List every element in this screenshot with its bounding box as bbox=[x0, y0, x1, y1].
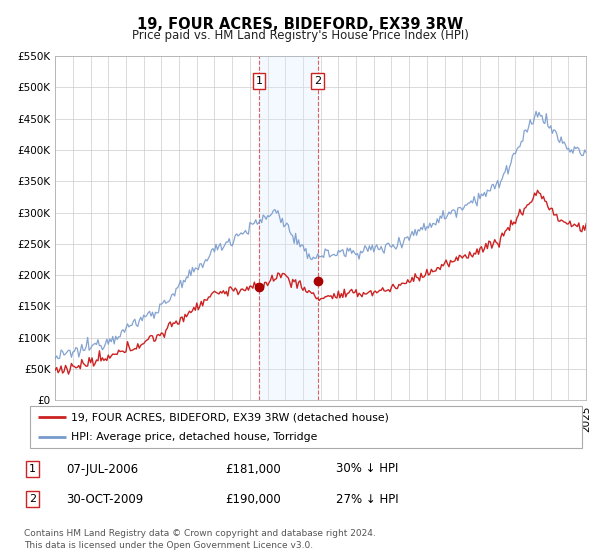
Text: 1: 1 bbox=[256, 76, 263, 86]
Text: 19, FOUR ACRES, BIDEFORD, EX39 3RW: 19, FOUR ACRES, BIDEFORD, EX39 3RW bbox=[137, 17, 463, 32]
Text: Contains HM Land Registry data © Crown copyright and database right 2024.: Contains HM Land Registry data © Crown c… bbox=[24, 529, 376, 538]
Text: 30-OCT-2009: 30-OCT-2009 bbox=[66, 493, 143, 506]
Text: 27% ↓ HPI: 27% ↓ HPI bbox=[337, 493, 399, 506]
Text: £190,000: £190,000 bbox=[225, 493, 281, 506]
FancyBboxPatch shape bbox=[30, 406, 582, 448]
Text: 2: 2 bbox=[29, 494, 36, 504]
Text: 2: 2 bbox=[314, 76, 321, 86]
Text: This data is licensed under the Open Government Licence v3.0.: This data is licensed under the Open Gov… bbox=[24, 541, 313, 550]
Text: 30% ↓ HPI: 30% ↓ HPI bbox=[337, 463, 399, 475]
Text: HPI: Average price, detached house, Torridge: HPI: Average price, detached house, Torr… bbox=[71, 432, 318, 442]
Text: 07-JUL-2006: 07-JUL-2006 bbox=[66, 463, 138, 475]
Bar bbox=[259, 56, 317, 400]
Text: 1: 1 bbox=[29, 464, 36, 474]
Text: Price paid vs. HM Land Registry's House Price Index (HPI): Price paid vs. HM Land Registry's House … bbox=[131, 29, 469, 42]
Text: £181,000: £181,000 bbox=[225, 463, 281, 475]
Text: 19, FOUR ACRES, BIDEFORD, EX39 3RW (detached house): 19, FOUR ACRES, BIDEFORD, EX39 3RW (deta… bbox=[71, 412, 389, 422]
